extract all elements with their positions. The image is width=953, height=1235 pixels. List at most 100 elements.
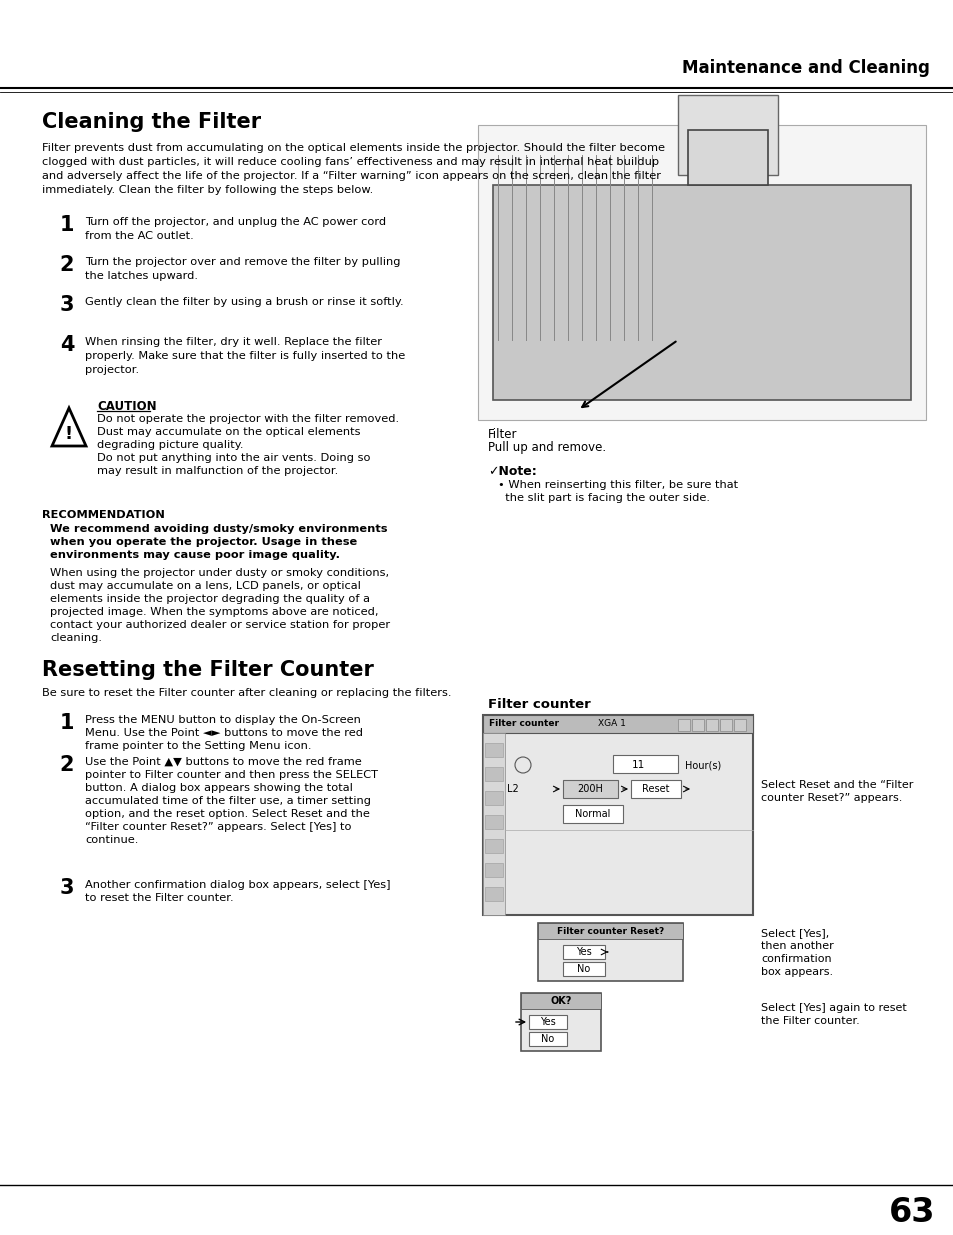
Bar: [537, 923, 682, 981]
Text: then another: then another: [760, 941, 833, 951]
Text: !: !: [65, 425, 73, 443]
Text: Select Reset and the “Filter: Select Reset and the “Filter: [760, 781, 912, 790]
Text: • When reinserting this filter, be sure that: • When reinserting this filter, be sure …: [497, 480, 738, 490]
Text: the latches upward.: the latches upward.: [85, 270, 198, 282]
Text: CAUTION: CAUTION: [97, 400, 156, 412]
Text: 2: 2: [60, 755, 74, 776]
Text: Dust may accumulate on the optical elements: Dust may accumulate on the optical eleme…: [97, 427, 360, 437]
Text: properly. Make sure that the filter is fully inserted to the: properly. Make sure that the filter is f…: [85, 351, 405, 361]
Bar: [484, 887, 502, 902]
Text: frame pointer to the Setting Menu icon.: frame pointer to the Setting Menu icon.: [85, 741, 312, 751]
Text: Be sure to reset the Filter counter after cleaning or replacing the filters.: Be sure to reset the Filter counter afte…: [42, 688, 451, 698]
Text: Filter counter Reset?: Filter counter Reset?: [557, 926, 663, 935]
Bar: [482, 734, 504, 915]
Text: Select [Yes],: Select [Yes],: [760, 927, 828, 939]
Bar: [529, 1015, 566, 1029]
Text: No: No: [540, 1034, 554, 1044]
Bar: [477, 125, 925, 420]
Bar: [484, 790, 502, 805]
Text: RECOMMENDATION: RECOMMENDATION: [42, 510, 165, 520]
Text: Pull up and remove.: Pull up and remove.: [488, 441, 605, 454]
Text: 63: 63: [888, 1195, 934, 1229]
Text: OK?: OK?: [550, 995, 571, 1007]
Bar: [520, 993, 600, 1051]
Bar: [562, 962, 604, 976]
Text: L2: L2: [507, 784, 518, 794]
Bar: [630, 781, 680, 798]
Text: box appears.: box appears.: [760, 967, 832, 977]
Text: continue.: continue.: [85, 835, 138, 845]
Text: button. A dialog box appears showing the total: button. A dialog box appears showing the…: [85, 783, 353, 793]
Bar: [733, 719, 745, 731]
Text: XGA 1: XGA 1: [598, 720, 625, 729]
Text: Use the Point ▲▼ buttons to move the red frame: Use the Point ▲▼ buttons to move the red…: [85, 757, 361, 767]
Text: clogged with dust particles, it will reduce cooling fans’ effectiveness and may : clogged with dust particles, it will red…: [42, 157, 659, 167]
Text: Hour(s): Hour(s): [684, 760, 720, 769]
Text: Filter counter: Filter counter: [489, 720, 558, 729]
Text: environments may cause poor image quality.: environments may cause poor image qualit…: [50, 550, 339, 559]
Bar: [562, 781, 618, 798]
Text: elements inside the projector degrading the quality of a: elements inside the projector degrading …: [50, 594, 370, 604]
Bar: [678, 95, 778, 175]
Text: 200H: 200H: [577, 784, 602, 794]
Text: 3: 3: [60, 295, 74, 315]
Text: Turn off the projector, and unplug the AC power cord: Turn off the projector, and unplug the A…: [85, 217, 386, 227]
Text: Filter prevents dust from accumulating on the optical elements inside the projec: Filter prevents dust from accumulating o…: [42, 143, 664, 153]
Bar: [484, 767, 502, 781]
Text: the Filter counter.: the Filter counter.: [760, 1016, 859, 1026]
Bar: [678, 719, 689, 731]
Text: Gently clean the filter by using a brush or rinse it softly.: Gently clean the filter by using a brush…: [85, 296, 403, 308]
Bar: [520, 993, 600, 1009]
Text: ✓Note:: ✓Note:: [488, 466, 537, 478]
Bar: [613, 755, 678, 773]
Text: may result in malfunction of the projector.: may result in malfunction of the project…: [97, 466, 338, 475]
Text: 1: 1: [60, 713, 74, 734]
Text: Menu. Use the Point ◄► buttons to move the red: Menu. Use the Point ◄► buttons to move t…: [85, 727, 363, 739]
Bar: [720, 719, 731, 731]
Text: contact your authorized dealer or service station for proper: contact your authorized dealer or servic…: [50, 620, 390, 630]
Bar: [537, 923, 682, 939]
Text: Select [Yes] again to reset: Select [Yes] again to reset: [760, 1003, 905, 1013]
Text: No: No: [577, 965, 590, 974]
Text: 1: 1: [60, 215, 74, 235]
Text: accumulated time of the filter use, a timer setting: accumulated time of the filter use, a ti…: [85, 797, 371, 806]
Bar: [691, 719, 703, 731]
Text: Do not operate the projector with the filter removed.: Do not operate the projector with the fi…: [97, 414, 398, 424]
Text: cleaning.: cleaning.: [50, 634, 102, 643]
Text: to reset the Filter counter.: to reset the Filter counter.: [85, 893, 233, 903]
Text: counter Reset?” appears.: counter Reset?” appears.: [760, 793, 902, 803]
Text: Filter counter: Filter counter: [488, 698, 590, 711]
Bar: [705, 719, 718, 731]
Text: pointer to Filter counter and then press the SELECT: pointer to Filter counter and then press…: [85, 769, 377, 781]
Text: Resetting the Filter Counter: Resetting the Filter Counter: [42, 659, 374, 680]
Text: dust may accumulate on a lens, LCD panels, or optical: dust may accumulate on a lens, LCD panel…: [50, 580, 360, 592]
Bar: [484, 815, 502, 829]
Text: Maintenance and Cleaning: Maintenance and Cleaning: [681, 59, 929, 77]
Bar: [484, 863, 502, 877]
Bar: [484, 743, 502, 757]
Text: Filter: Filter: [488, 429, 517, 441]
Bar: [482, 715, 752, 915]
Text: 2: 2: [60, 254, 74, 275]
Bar: [482, 715, 752, 734]
Text: Reset: Reset: [641, 784, 669, 794]
Text: Yes: Yes: [576, 947, 591, 957]
Text: When rinsing the filter, dry it well. Replace the filter: When rinsing the filter, dry it well. Re…: [85, 337, 381, 347]
Bar: [484, 839, 502, 853]
Text: Cleaning the Filter: Cleaning the Filter: [42, 112, 261, 132]
Bar: [562, 805, 622, 823]
Text: Turn the projector over and remove the filter by pulling: Turn the projector over and remove the f…: [85, 257, 400, 267]
Text: Another confirmation dialog box appears, select [Yes]: Another confirmation dialog box appears,…: [85, 881, 390, 890]
Bar: [687, 130, 767, 185]
Bar: [562, 945, 604, 960]
Text: degrading picture quality.: degrading picture quality.: [97, 440, 243, 450]
Text: 4: 4: [60, 335, 74, 354]
Text: projected image. When the symptoms above are noticed,: projected image. When the symptoms above…: [50, 606, 378, 618]
Text: option, and the reset option. Select Reset and the: option, and the reset option. Select Res…: [85, 809, 370, 819]
Text: immediately. Clean the filter by following the steps below.: immediately. Clean the filter by followi…: [42, 185, 373, 195]
Text: when you operate the projector. Usage in these: when you operate the projector. Usage in…: [50, 537, 356, 547]
Bar: [493, 185, 910, 400]
Text: “Filter counter Reset?” appears. Select [Yes] to: “Filter counter Reset?” appears. Select …: [85, 823, 351, 832]
Text: 11: 11: [631, 760, 644, 769]
Text: 3: 3: [60, 878, 74, 898]
